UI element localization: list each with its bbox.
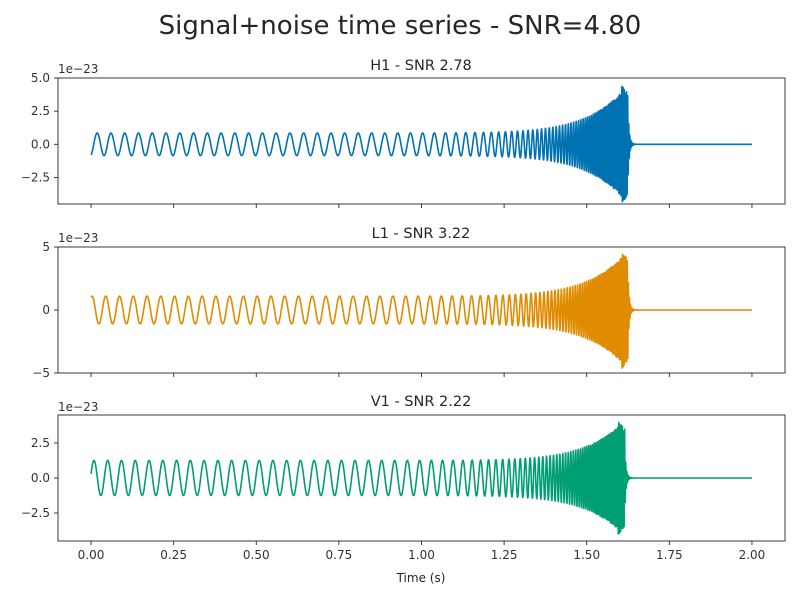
x-tick-label: 1.50 [573, 548, 600, 562]
x-tick-label: 1.75 [656, 548, 683, 562]
panel-h1: H1 - SNR 2.78 1e−23 5.0 2.5 0.0 −2.5 [21, 58, 786, 208]
series-line-l1 [90, 253, 753, 369]
axes-frame-h1 [57, 77, 786, 205]
panel-title-h1: H1 - SNR 2.78 [370, 58, 472, 74]
y-tick-label-v1: −2.5 [21, 506, 50, 520]
x-tick-label: 0.25 [160, 548, 187, 562]
panel-v1: V1 - SNR 2.22 1e−23 2.50.0−2.5 0.00 0.25 0… [21, 394, 786, 562]
y-tick-label-h1: 5.0 [31, 71, 50, 85]
offset-text-h1: 1e−23 [58, 62, 98, 76]
x-ticks-h1 [90, 204, 753, 208]
panel-l1: L1 - SNR 3.22 1e−23 5 0 −5 [32, 226, 786, 380]
y-ticks-h1: 5.0 2.5 0.0 −2.5 [21, 71, 58, 184]
x-tick-label: 0.50 [243, 548, 270, 562]
y-tick-label-h1: 2.5 [31, 104, 50, 118]
y-tick-label-v1: 2.5 [31, 436, 50, 450]
panel-title-v1: V1 - SNR 2.22 [371, 394, 472, 410]
figure-title: Signal+noise time series - SNR=4.80 [159, 11, 642, 41]
y-tick-label-l1: 0 [42, 303, 50, 317]
axes-frame-l1 [57, 246, 786, 374]
x-ticks-v1: 0.00 0.25 0.50 0.75 1.00 1.25 1.50 1.75 2.00 [78, 541, 766, 562]
x-tick-label: 1.25 [491, 548, 518, 562]
y-tick-label-l1: 5 [42, 240, 50, 254]
offset-text-v1: 1e−23 [58, 400, 98, 414]
y-ticks-v1: 2.5 0.0 −2.5 [21, 436, 58, 520]
series-line-v1 [90, 421, 753, 535]
x-tick-label: 1.00 [408, 548, 435, 562]
offset-text-l1: 1e−23 [58, 231, 98, 245]
y-tick-label-h1: 0.0 [31, 137, 50, 151]
x-tick-label: 0.00 [78, 548, 105, 562]
x-tick-label: 2.00 [739, 548, 766, 562]
axes-frame-v1 [57, 414, 786, 542]
panel-title-l1: L1 - SNR 3.22 [372, 226, 471, 242]
x-ticks-l1 [90, 373, 753, 377]
y-ticks-l1: 5 0 −5 [32, 240, 58, 380]
x-axis-label: Time (s) [396, 571, 446, 585]
series-line-h1 [90, 85, 753, 203]
y-tick-label-h1: −2.5 [21, 170, 50, 184]
y-tick-label-l1: −5 [32, 366, 50, 380]
x-tick-label: 0.75 [326, 548, 353, 562]
y-tick-label-v1: 0.0 [31, 471, 50, 485]
